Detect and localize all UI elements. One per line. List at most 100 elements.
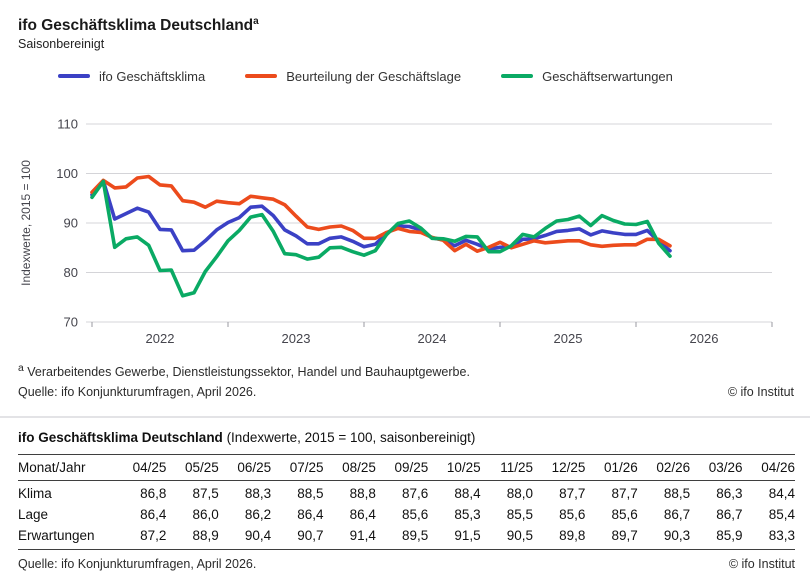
x-tick-label: 2022 (146, 331, 175, 346)
value-cell: 87,7 (611, 486, 638, 502)
month-column-header: 01/26 (603, 460, 638, 476)
y-tick-label: 90 (64, 216, 78, 231)
chart-footer: a Verarbeitendes Gewerbe, Dienstleistung… (0, 358, 810, 402)
value-cell: 86,7 (663, 507, 691, 523)
table-row: Klima 86,8 87,5 88,3 88,5 88,8 87,6 88,4 88,0 87,… (18, 481, 795, 505)
value-cell: 87,7 (559, 486, 586, 502)
month-column-header: 11/25 (500, 460, 533, 476)
month-column-header: 05/25 (184, 460, 219, 476)
erwartungen-line-swatch (501, 74, 534, 79)
month-column-header: 10/25 (446, 460, 481, 476)
value-cell: 88,4 (454, 486, 481, 502)
row-header: Monat/Jahr (18, 460, 86, 476)
value-cell: 91,5 (454, 528, 481, 544)
page-title: ifo Geschäftsklima Deutschlanda (18, 12, 792, 36)
value-cell: 86,7 (716, 507, 743, 523)
y-axis-title: Indexwerte, 2015 = 100 (19, 160, 33, 286)
month-column-header: 06/25 (237, 460, 272, 476)
table-row: Erwartungen 87,2 88,9 90,4 90,7 91,4 89,5 91,5 9… (18, 525, 795, 550)
month-column-header: 12/25 (551, 460, 586, 476)
chart-source: Quelle: ifo Konjunkturumfragen, April 20… (18, 385, 257, 400)
klima-line-swatch (58, 74, 90, 79)
row-label: Klima (18, 486, 52, 502)
line-chart-svg: 110 100 90 80 70 2022 2023 2024 2025 2026 Indexwer… (19, 117, 773, 346)
legend-label: Beurteilung der Geschäftslage (286, 68, 462, 84)
value-cell: 87,2 (140, 528, 167, 544)
y-tick-label: 110 (57, 117, 78, 132)
chart-legend: ifo Geschäftsklima Beurteilung der Gesch… (58, 68, 810, 84)
value-cell: 86,4 (140, 507, 167, 523)
value-cell: 89,5 (401, 528, 429, 544)
table-header-row: Monat/Jahr 04/25 05/25 06/25 07/25 08/25 09/2… (18, 455, 795, 481)
row-label: Lage (18, 507, 49, 523)
legend-item-klima: ifo Geschäftsklima (58, 69, 205, 84)
table-footer: Quelle: ifo Konjunkturumfragen, April 20… (18, 555, 795, 573)
value-cell: 89,8 (559, 528, 586, 544)
chart-footnote: a Verarbeitendes Gewerbe, Dienstleistung… (18, 360, 794, 381)
row-label: Erwartungen (18, 528, 95, 544)
value-cell: 85,5 (506, 507, 533, 523)
value-cell: 85,3 (454, 507, 481, 523)
value-cell: 85,9 (716, 528, 743, 544)
y-tick-label: 100 (56, 166, 78, 181)
table-source: Quelle: ifo Konjunkturumfragen, April 20… (18, 557, 257, 572)
table-copyright: © ifo Institut (728, 557, 795, 572)
title-footnote-marker: a (253, 16, 259, 27)
value-cell: 86,2 (244, 507, 272, 523)
value-cell: 91,4 (349, 528, 376, 544)
line-chart: 110 100 90 80 70 2022 2023 2024 2025 2026 Indexwer… (0, 100, 810, 358)
chart-copyright: © ifo Institut (727, 385, 794, 400)
month-column-header: 08/25 (342, 460, 376, 476)
report-header: ifo Geschäftsklima Deutschlanda Saisonbe… (0, 0, 810, 53)
value-cell: 88,8 (349, 486, 376, 502)
month-column-header: 09/25 (394, 460, 429, 476)
month-column-header: 04/25 (132, 460, 167, 476)
value-cell: 90,3 (663, 528, 691, 544)
month-column-header: 02/26 (656, 460, 691, 476)
section-divider (0, 416, 810, 419)
value-cell: 88,3 (244, 486, 272, 502)
x-tick-label: 2024 (418, 331, 447, 346)
page-subtitle: Saisonbereinigt (18, 37, 105, 52)
legend-item-lage: Beurteilung der Geschäftslage (245, 69, 461, 84)
monthly-values-table: Monat/Jahr 04/25 05/25 06/25 07/25 08/25 09/2… (18, 454, 795, 551)
value-cell: 88,5 (663, 486, 691, 502)
value-cell: 85,6 (611, 507, 638, 523)
value-cell: 89,7 (611, 528, 638, 544)
value-cell: 83,3 (768, 528, 795, 544)
table-title-bold: ifo Geschäftsklima Deutschland (18, 430, 223, 446)
x-tick-label: 2026 (690, 331, 719, 346)
series-line-2 (90, 179, 672, 298)
y-tick-label: 70 (64, 315, 78, 330)
x-tick-label: 2023 (282, 331, 311, 346)
value-cell: 90,7 (297, 528, 324, 544)
value-cell: 88,9 (192, 528, 219, 544)
series-line-1 (90, 174, 672, 254)
chart-source-row: Quelle: ifo Konjunkturumfragen, April 20… (18, 383, 794, 402)
y-tick-label: 80 (64, 265, 78, 280)
value-cell: 90,5 (506, 528, 533, 544)
value-cell: 86,8 (140, 486, 167, 502)
footnote-text: Verarbeitendes Gewerbe, Dienstleistungss… (23, 365, 470, 380)
series-line-0 (90, 179, 672, 253)
legend-item-erwartungen: Geschäftserwartungen (501, 69, 673, 84)
value-cell: 84,4 (768, 486, 795, 502)
value-cell: 85,6 (401, 507, 429, 523)
lage-line-swatch (245, 74, 278, 79)
value-cell: 90,4 (244, 528, 272, 544)
value-cell: 87,5 (192, 486, 219, 502)
value-cell: 86,3 (716, 486, 743, 502)
month-column-header: 04/26 (761, 460, 795, 476)
value-cell: 86,4 (349, 507, 376, 523)
data-table-section: ifo Geschäftsklima Deutschland (Indexwer… (0, 418, 810, 573)
value-cell: 86,4 (297, 507, 324, 523)
month-column-header: 03/26 (708, 460, 743, 476)
table-title-rest: (Indexwerte, 2015 = 100, saisonbereinigt… (222, 430, 476, 446)
table-row: Lage 86,4 86,0 86,2 86,4 86,4 85,6 85,3 85,5 85,6… (18, 504, 795, 525)
page-title-text: ifo Geschäftsklima Deutschland (18, 17, 254, 35)
value-cell: 85,4 (768, 507, 795, 523)
legend-label: ifo Geschäftsklima (99, 68, 206, 84)
value-cell: 85,6 (559, 507, 586, 523)
footnote-marker: a (18, 363, 24, 375)
